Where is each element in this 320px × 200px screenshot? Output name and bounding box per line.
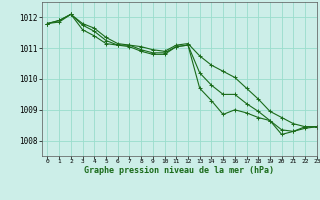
X-axis label: Graphe pression niveau de la mer (hPa): Graphe pression niveau de la mer (hPa) bbox=[84, 166, 274, 175]
